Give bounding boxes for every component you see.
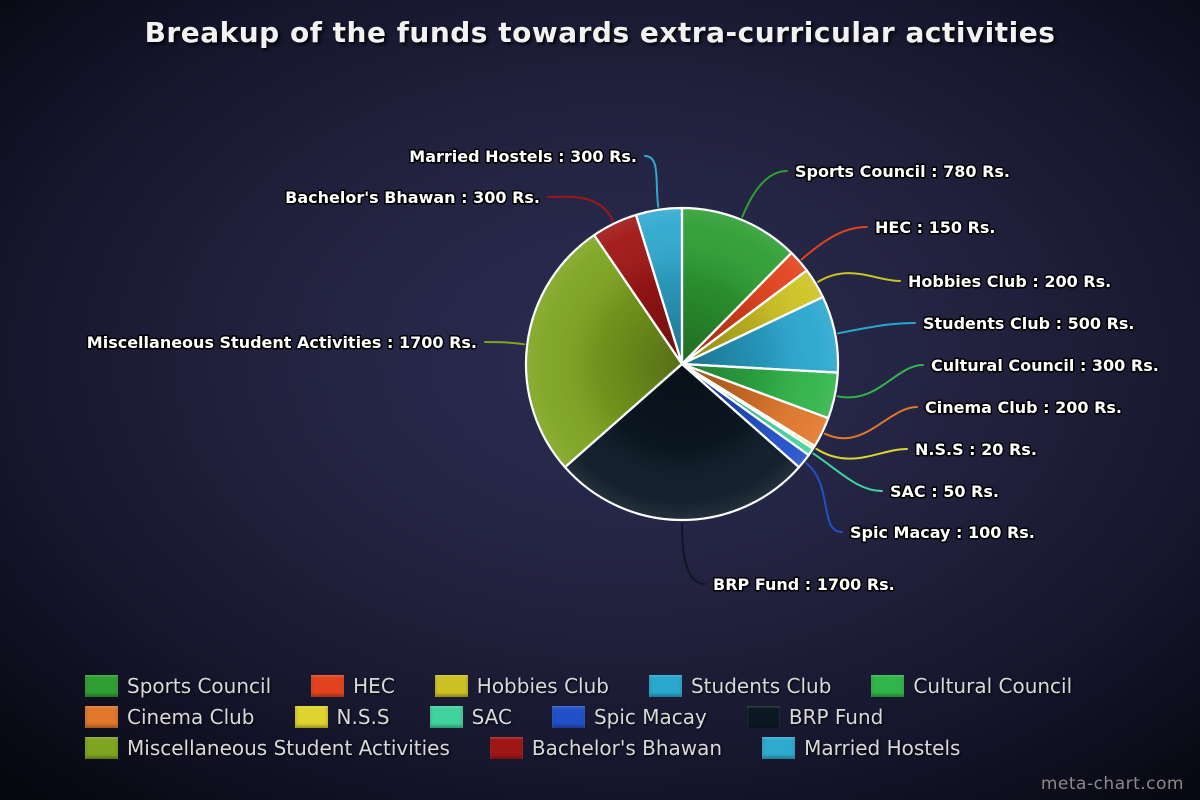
chart-title: Breakup of the funds towards extra-curri… [144,16,1056,49]
callout-line [815,447,908,460]
callout-line [484,341,526,346]
pie-slice-borders [524,206,840,522]
callout-line [836,364,924,399]
legend-item: N.S.S [294,705,390,729]
legend-item: Students Club [648,674,832,698]
legend-item: Married Hostels [762,736,960,760]
legend-swatch [85,675,118,697]
legend-label: Spic Macay [593,705,707,729]
legend-item: HEC [311,674,395,698]
callout-label: Miscellaneous Student Activities : 1700 … [87,333,477,352]
legend-item: Bachelor's Bhawan [489,736,723,760]
callout-label: SAC : 50 Rs. [890,482,999,501]
legend-swatch [746,706,780,728]
legend-label: Hobbies Club [476,674,609,698]
callout-label: Married Hostels : 300 Rs. [409,147,637,166]
legend-item: Miscellaneous Student Activities [85,736,450,760]
legend-row: Miscellaneous Student Activities Bachelor… [85,736,1072,760]
legend-label: BRP Fund [788,705,884,729]
legend-swatch [762,737,796,759]
legend-item: BRP Fund [746,705,884,729]
legend-swatch [434,675,468,697]
legend-swatch [85,737,118,759]
legend-label: HEC [353,674,395,698]
callout-label: Cultural Council : 300 Rs. [931,356,1159,375]
callout-lines [484,155,924,585]
legend-swatch [551,706,585,728]
callout-label: Bachelor's Bhawan : 300 Rs. [285,188,540,207]
callout-line [812,452,883,492]
legend-row: Cinema Club N.S.S SAC Spic Macay BRP Fund [85,705,1072,729]
callout-label: Hobbies Club : 200 Rs. [908,272,1111,291]
legend-label: Married Hostels [804,736,961,760]
legend-label: Cultural Council [913,674,1073,698]
callout-line [741,170,788,218]
legend-label: Bachelor's Bhawan [531,736,723,760]
legend-swatch [294,706,328,728]
callout-line [644,155,660,208]
legend-label: Cinema Club [127,705,255,729]
callout-line [817,272,901,283]
callout-line [547,195,614,222]
callout-label: Spic Macay : 100 Rs. [850,523,1035,542]
legend-item: SAC [429,705,512,729]
legend-item: Cultural Council [871,674,1072,698]
callout-label: Students Club : 500 Rs. [923,314,1135,333]
callout-line [800,226,868,261]
callout-line [837,322,916,335]
callout-line [823,406,918,440]
legend-label: N.S.S [336,705,390,729]
callout-label: Cinema Club : 200 Rs. [925,398,1122,417]
legend-item: Cinema Club [85,705,255,729]
callout-label: Sports Council : 780 Rs. [795,162,1010,181]
legend-label: Miscellaneous Student Activities [127,736,450,760]
callout-label: HEC : 150 Rs. [875,218,996,237]
watermark: meta-chart.com [1040,774,1184,794]
legend: Sports Council HEC Hobbies Club Students Cl… [85,674,1072,760]
legend-item: Hobbies Club [434,674,609,698]
legend-item: Spic Macay [551,705,707,729]
legend-label: SAC [471,705,512,729]
legend-item: Sports Council [85,674,271,698]
callout-label: BRP Fund : 1700 Rs. [713,575,895,594]
callout-line [805,462,843,533]
legend-swatch [489,737,523,759]
callout-label: N.S.S : 20 Rs. [915,440,1037,459]
legend-swatch [429,706,463,728]
legend-swatch [85,706,118,728]
legend-swatch [648,675,682,697]
legend-swatch [871,675,905,697]
callout-line [681,522,706,585]
callout-labels: Sports Council : 780 Rs. HEC : 150 Rs. Hob… [85,146,1160,596]
legend-label: Sports Council [127,674,272,698]
legend-swatch [311,675,345,697]
legend-label: Students Club [690,674,832,698]
legend-row: Sports Council HEC Hobbies Club Students Cl… [85,674,1072,698]
